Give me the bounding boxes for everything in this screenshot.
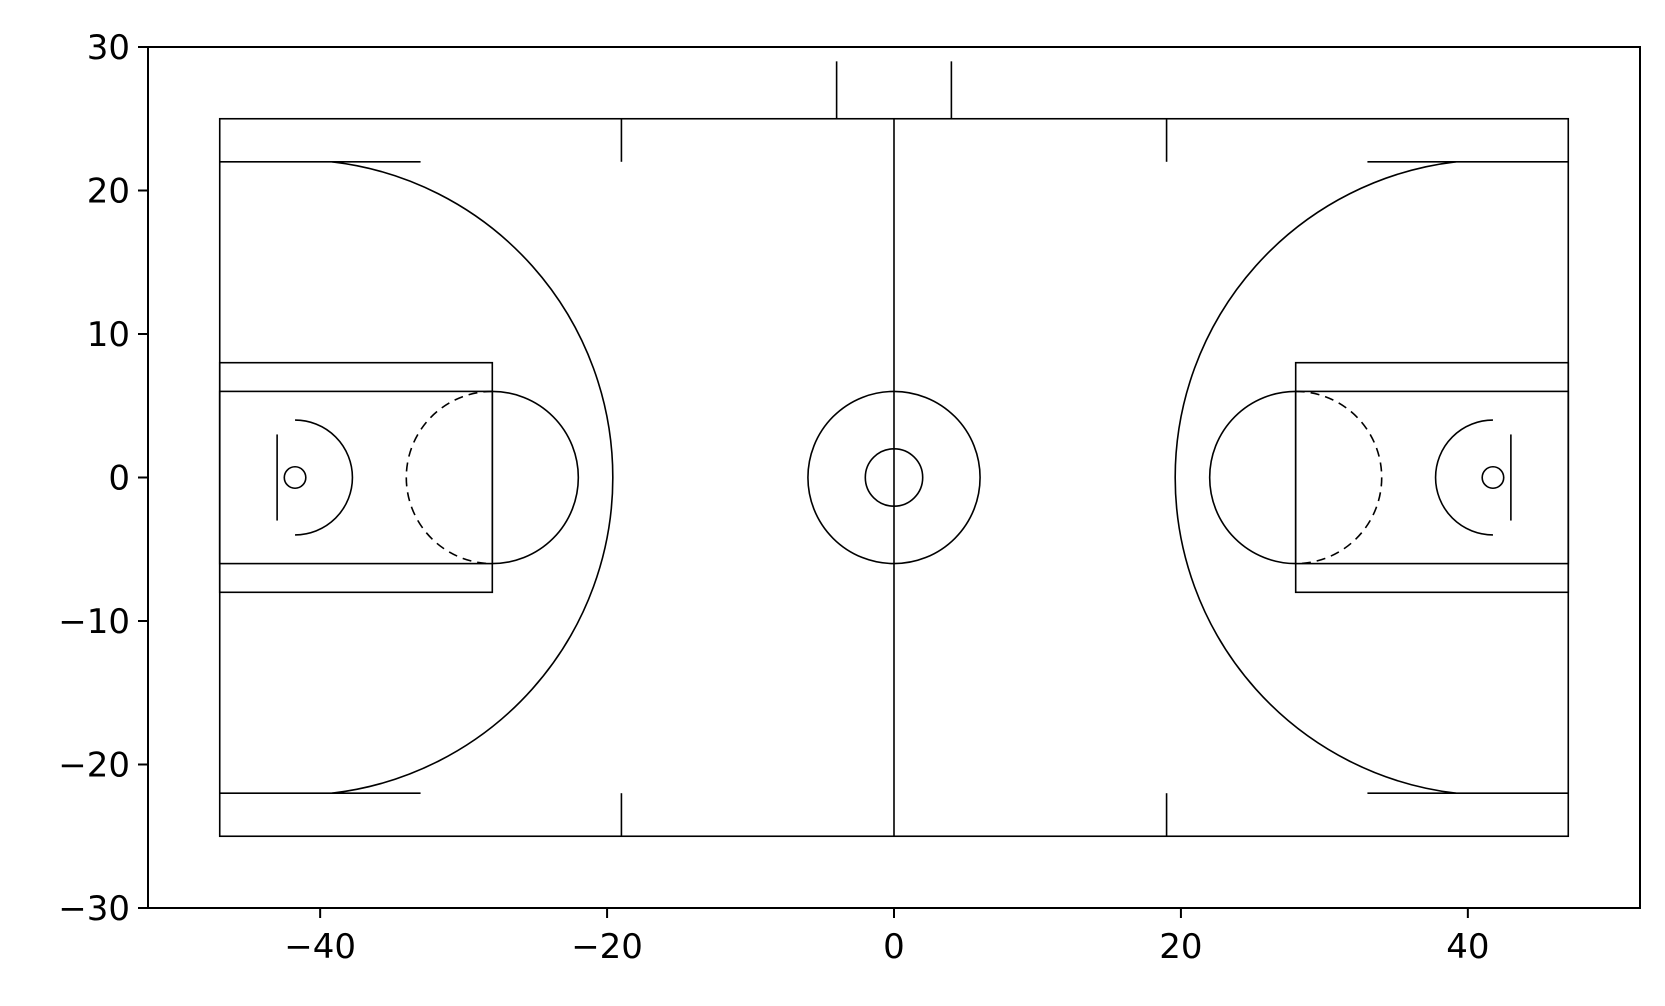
paint-inner-left <box>218 390 494 565</box>
three-pt-arc-left <box>331 161 614 794</box>
hoop-left <box>283 465 307 490</box>
y-tick-label: −20 <box>58 746 130 786</box>
x-tick-label: −40 <box>284 927 356 967</box>
y-tick-label: −10 <box>58 602 130 642</box>
paint-inner-right <box>1294 390 1570 565</box>
hoop-right <box>1481 465 1505 490</box>
paint-outer-left <box>218 361 494 594</box>
y-tick-label: −30 <box>58 889 130 929</box>
paint-outer-right <box>1294 361 1570 594</box>
y-tick-label: 30 <box>87 28 130 68</box>
ft-circle-dashed-left <box>405 390 493 565</box>
y-tick-label: 0 <box>108 459 130 499</box>
restricted-arc-right <box>1434 419 1493 536</box>
x-tick-label: −20 <box>571 927 643 967</box>
center-circle-inner <box>864 447 924 507</box>
axes: −40 −20 0 20 40 30 20 10 0 −10 −20 −30 <box>58 28 1641 967</box>
ft-circle-solid-left <box>492 390 580 565</box>
x-tick-label: 40 <box>1446 927 1489 967</box>
y-tick-label: 20 <box>87 172 130 212</box>
ft-circle-solid-right <box>1208 390 1296 565</box>
center-circle-outer <box>807 390 981 565</box>
ft-circle-dashed-right <box>1295 390 1383 565</box>
three-pt-arc-right <box>1174 161 1457 794</box>
court-lines <box>218 61 1570 838</box>
y-tick-label: 10 <box>87 315 130 355</box>
restricted-arc-left <box>295 419 354 536</box>
x-tick-label: 20 <box>1159 927 1202 967</box>
x-tick-label: 0 <box>883 927 905 967</box>
